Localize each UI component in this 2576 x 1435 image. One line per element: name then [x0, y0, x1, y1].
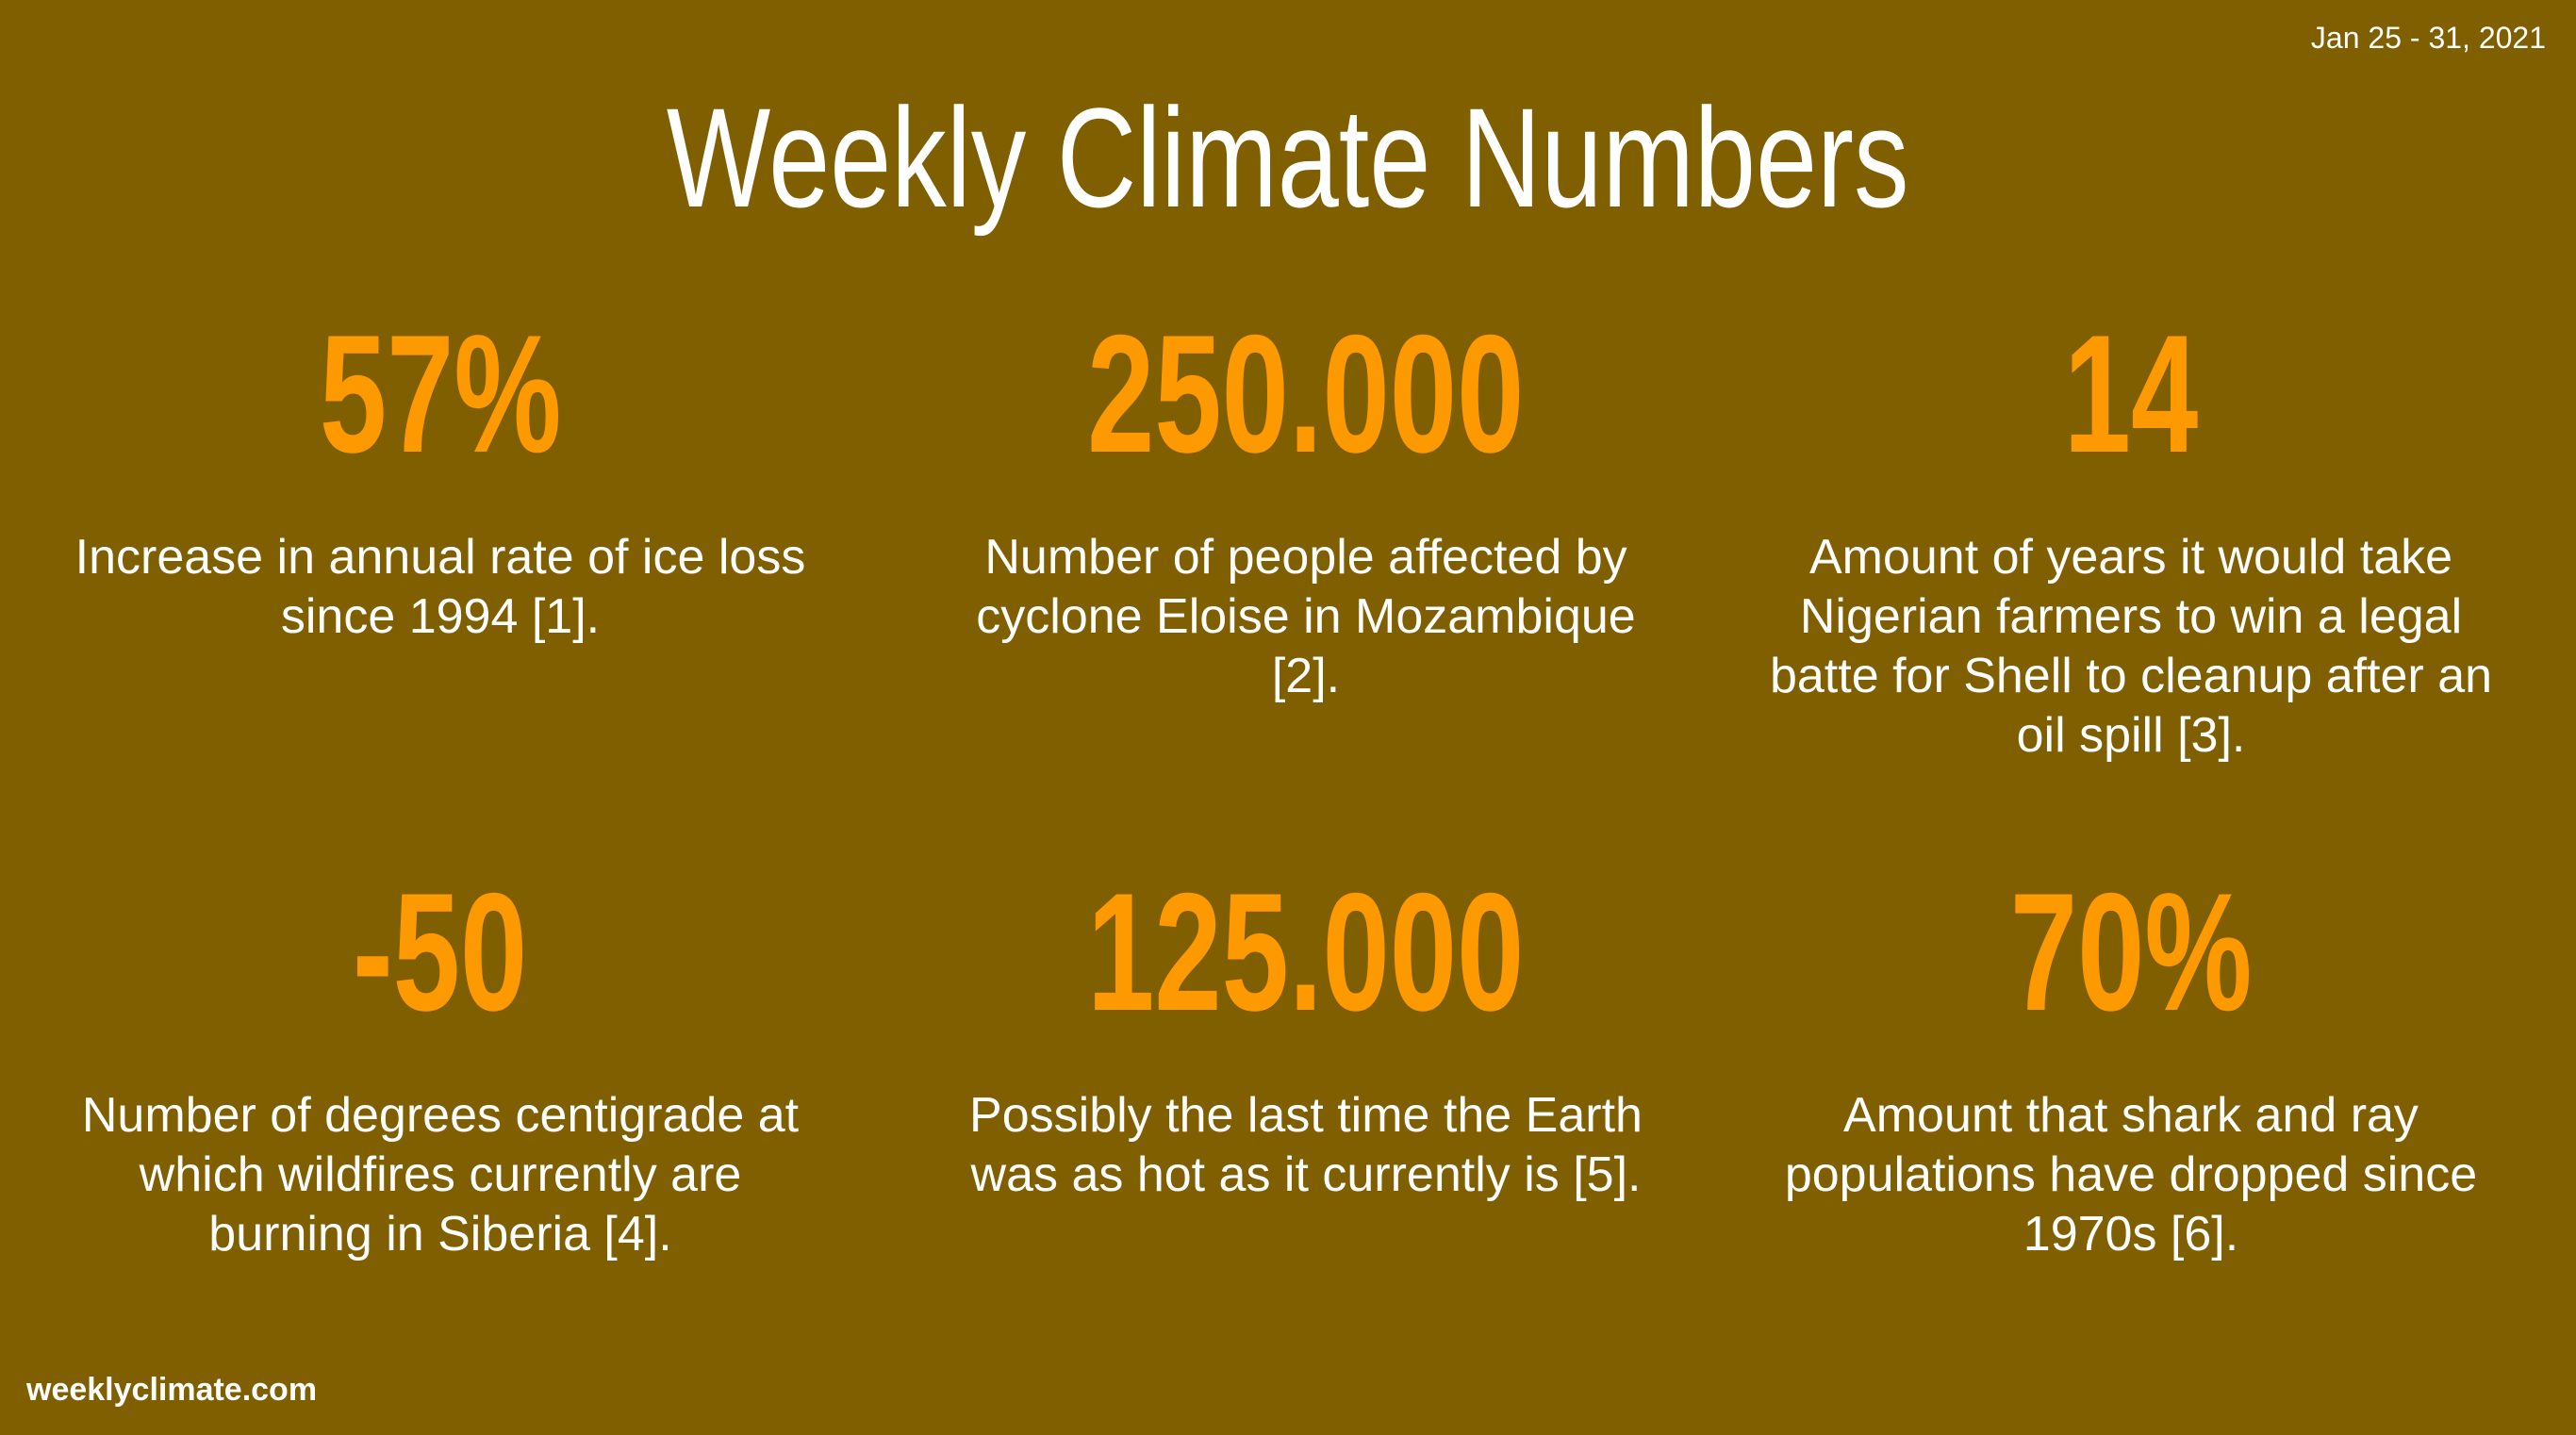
stat-number-text: 70% [2009, 858, 2253, 1046]
stat-card: 250.000 Number of people affected by cycl… [919, 309, 1693, 706]
stat-card: 57% Increase in annual rate of ice loss s… [54, 309, 827, 647]
stat-description: Number of people affected by cyclone Elo… [976, 530, 1636, 703]
stat-number-text: 125.000 [1087, 858, 1525, 1046]
date: Jan 25 - 31, 2021 [2310, 21, 2546, 55]
stat-number: 57% [54, 309, 827, 479]
stat-number: -50 [54, 867, 827, 1037]
title-text: Weekly Climate Numbers [667, 78, 1909, 237]
stat-description: Number of degrees centigrade at which wi… [81, 1088, 800, 1262]
stat-description: Possibly the last time the Earth was as … [969, 1088, 1643, 1202]
footer: weeklyclimate.com [26, 1372, 318, 1408]
stat-number-text: -50 [353, 858, 528, 1046]
stat-number: 14 [1744, 309, 2518, 479]
stat-description: Amount that shark and ray populations ha… [1784, 1088, 2478, 1262]
stat-number-text: 250.000 [1087, 300, 1525, 487]
stat-number: 125.000 [919, 867, 1693, 1037]
stat-card: 14 Amount of years it would take Nigerian… [1744, 309, 2518, 766]
stat-number-text: 14 [2063, 300, 2199, 487]
stat-description: Amount of years it would take Nigerian f… [1769, 530, 2493, 763]
stat-number: 70% [1744, 867, 2518, 1037]
stat-description: Increase in annual rate of ice loss sinc… [74, 530, 806, 644]
stat-card: 70% Amount that shark and ray populations… [1744, 867, 2518, 1264]
stat-card: -50 Number of degrees centigrade at which… [54, 867, 827, 1264]
stat-number: 250.000 [919, 309, 1693, 479]
stat-number-text: 57% [319, 300, 562, 487]
title: Weekly Climate Numbers [0, 77, 2576, 238]
stat-card: 125.000 Possibly the last time the Earth … [919, 867, 1693, 1205]
